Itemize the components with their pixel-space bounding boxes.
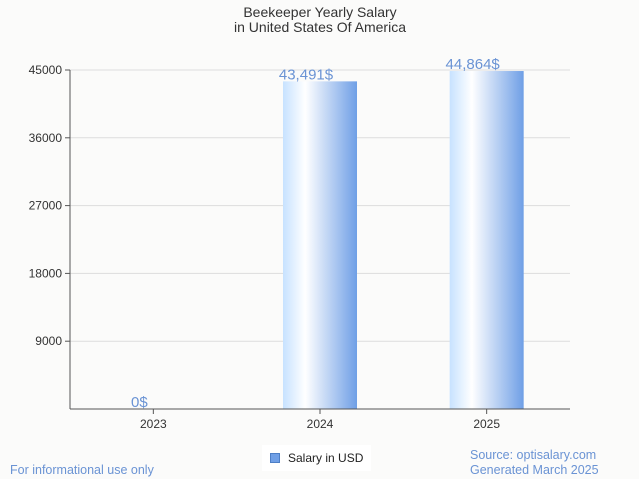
y-axis-ticks: 9000 18000 27000 36000 45000 bbox=[29, 63, 70, 348]
chart-title-line1: Beekeeper Yearly Salary bbox=[243, 4, 396, 20]
bar bbox=[283, 81, 357, 409]
y-tick-label: 18000 bbox=[29, 266, 63, 280]
data-labels: 0$ 43,491$ 44,864$ bbox=[131, 56, 500, 411]
y-tick-label: 45000 bbox=[29, 63, 63, 77]
source-text: Source: optisalary.com bbox=[470, 448, 597, 462]
x-tick-label: 2024 bbox=[307, 417, 334, 431]
x-tick-label: 2023 bbox=[140, 417, 167, 431]
data-label: 44,864$ bbox=[446, 56, 501, 73]
data-label: 43,491$ bbox=[279, 66, 334, 83]
legend: Salary in USD bbox=[262, 445, 372, 471]
bars bbox=[283, 71, 524, 409]
disclaimer-text: For informational use only bbox=[10, 463, 154, 477]
y-tick-label: 9000 bbox=[35, 334, 62, 348]
bar bbox=[449, 71, 524, 409]
x-axis-ticks: 2023 2024 2025 bbox=[140, 409, 500, 431]
legend-swatch bbox=[270, 453, 280, 463]
generated-text: Generated March 2025 bbox=[470, 463, 599, 477]
chart-title-line2: in United States Of America bbox=[234, 19, 406, 35]
data-label: 0$ bbox=[131, 394, 148, 411]
x-tick-label: 2025 bbox=[473, 417, 500, 431]
legend-label: Salary in USD bbox=[288, 451, 364, 465]
y-tick-label: 27000 bbox=[29, 199, 63, 213]
y-tick-label: 36000 bbox=[29, 131, 63, 145]
